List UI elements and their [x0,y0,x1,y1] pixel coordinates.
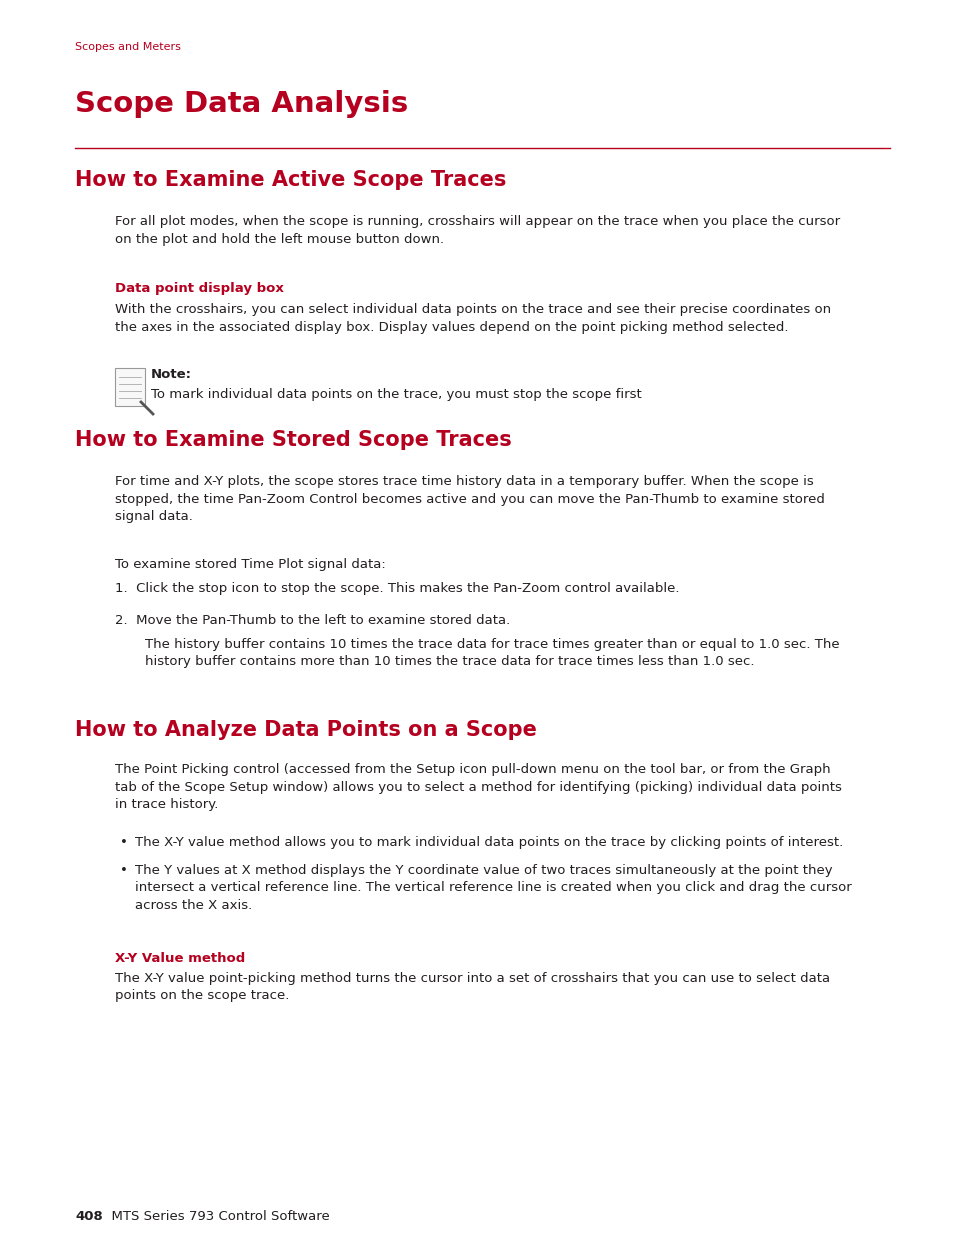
Text: How to Analyze Data Points on a Scope: How to Analyze Data Points on a Scope [75,720,537,740]
Text: To examine stored Time Plot signal data:: To examine stored Time Plot signal data: [115,558,385,571]
Text: 1.  Click the stop icon to stop the scope. This makes the Pan-Zoom control avail: 1. Click the stop icon to stop the scope… [115,582,679,595]
Text: How to Examine Stored Scope Traces: How to Examine Stored Scope Traces [75,430,511,450]
Text: •: • [120,864,128,877]
Text: 2.  Move the Pan-Thumb to the left to examine stored data.: 2. Move the Pan-Thumb to the left to exa… [115,614,510,627]
Text: Data point display box: Data point display box [115,282,284,295]
Text: Scope Data Analysis: Scope Data Analysis [75,90,408,119]
Text: With the crosshairs, you can select individual data points on the trace and see : With the crosshairs, you can select indi… [115,303,830,333]
Text: •: • [120,836,128,848]
Text: Scopes and Meters: Scopes and Meters [75,42,181,52]
Text: For time and X-Y plots, the scope stores trace time history data in a temporary : For time and X-Y plots, the scope stores… [115,475,824,522]
Text: X-Y Value method: X-Y Value method [115,952,245,965]
Text: Note:: Note: [151,368,192,382]
Text: The X-Y value method allows you to mark individual data points on the trace by c: The X-Y value method allows you to mark … [135,836,842,848]
Text: MTS Series 793 Control Software: MTS Series 793 Control Software [103,1210,330,1223]
Text: How to Examine Active Scope Traces: How to Examine Active Scope Traces [75,170,506,190]
Text: The Y values at X method displays the Y coordinate value of two traces simultane: The Y values at X method displays the Y … [135,864,851,911]
Text: The history buffer contains 10 times the trace data for trace times greater than: The history buffer contains 10 times the… [145,638,839,668]
Text: The X-Y value point-picking method turns the cursor into a set of crosshairs tha: The X-Y value point-picking method turns… [115,972,829,1003]
Text: 408: 408 [75,1210,103,1223]
Text: The Point Picking control (accessed from the Setup icon pull-down menu on the to: The Point Picking control (accessed from… [115,763,841,811]
Bar [115,368,145,406]
Text: To mark individual data points on the trace, you must stop the scope first: To mark individual data points on the tr… [151,388,641,401]
Text: For all plot modes, when the scope is running, crosshairs will appear on the tra: For all plot modes, when the scope is ru… [115,215,840,246]
